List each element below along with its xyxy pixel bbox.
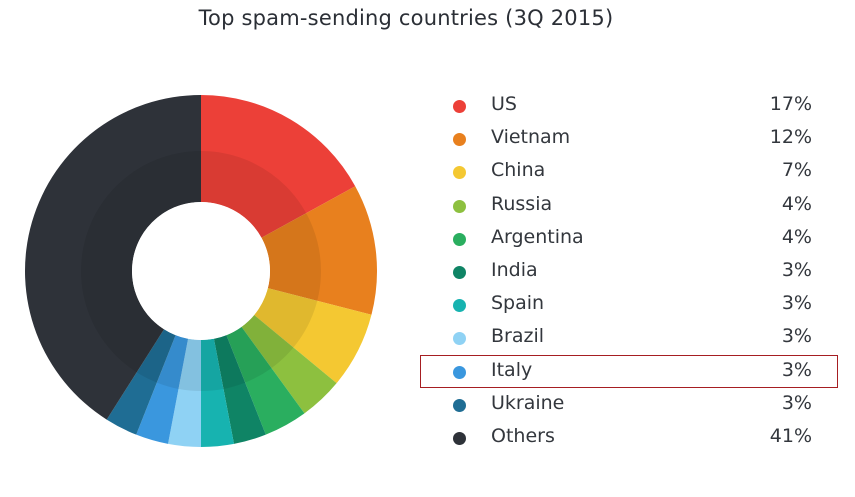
legend-value: 7% [781,159,812,182]
legend-label: Argentina [491,225,584,248]
legend-label: US [491,93,517,115]
legend-swatch [453,332,466,346]
slice-ukraine [106,329,176,435]
legend-item-vietnam: Vietnam 12% [440,121,840,154]
legend-value: 3% [781,358,812,381]
legend-value: 12% [769,126,812,149]
legend-label: Others [491,424,555,447]
legend-item-others: Others 41% [440,420,840,453]
legend-swatch [453,299,466,313]
legend-swatch [453,166,466,180]
slice-us [201,95,356,238]
legend-value: 41% [769,424,812,447]
slice-brazil [168,338,201,447]
legend-value: 3% [781,391,812,414]
legend-item-china: China 7% [440,154,840,187]
slice-argentina [226,326,305,435]
slice-italy [136,335,189,444]
slice-india [213,335,266,444]
legend-swatch [453,232,466,246]
legend-label: Russia [491,192,553,215]
legend-item-ukraine: Ukraine 3% [440,387,840,420]
chart-title: Top spam-sending countries (3Q 2015) [198,6,614,30]
legend-value: 4% [781,225,812,248]
legend-item-spain: Spain 3% [440,287,840,320]
legend-value: 17% [769,93,812,115]
legend-swatch [453,265,466,279]
legend-item-us: US 17% [440,88,840,121]
legend-swatch [453,398,466,412]
legend-value: 3% [781,258,812,281]
legend-value: 3% [781,325,812,348]
legend-value: 4% [781,192,812,215]
chart-legend: US 17% Vietnam 12% China 7% Russia 4% Argentina 4… [440,88,840,453]
legend-label: Spain [491,292,545,315]
legend-swatch [453,365,466,379]
legend-item-italy: Italy 3% [440,354,840,387]
highlight-box [420,355,838,388]
legend-label: Vietnam [491,126,571,149]
legend-swatch [453,431,466,445]
legend-item-russia: Russia 4% [440,188,840,221]
legend-swatch [453,100,466,113]
slice-russia [241,314,337,414]
legend-swatch [453,133,466,147]
legend-label: India [491,258,538,281]
legend-item-brazil: Brazil 3% [440,320,840,353]
donut-chart [25,95,377,447]
legend-value: 3% [781,292,812,315]
slice-others [25,95,201,420]
legend-item-india: India 3% [440,254,840,287]
legend-label: China [491,159,546,182]
slice-china [254,288,372,384]
legend-label: Brazil [491,325,545,348]
legend-label: Ukraine [491,391,565,414]
slice-vietnam [261,186,377,315]
legend-item-argentina: Argentina 4% [440,221,840,254]
donut-inner-shade [81,151,321,391]
legend-swatch [453,199,466,213]
slice-spain [201,338,234,447]
legend-label: Italy [491,358,533,381]
donut-hole [132,202,270,340]
